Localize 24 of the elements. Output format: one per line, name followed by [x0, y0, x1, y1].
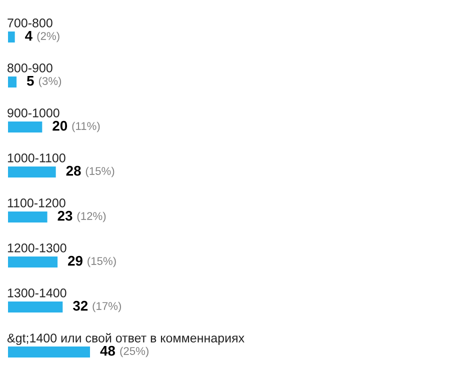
bar: [8, 76, 17, 88]
data-label: 23 (12%): [58, 210, 106, 222]
y-tick-label: &gt;1400 или свой ответ в комменнариях: [7, 333, 244, 345]
data-label: 32 (17%): [72, 300, 121, 312]
y-tick-label: 1200-1300: [8, 244, 66, 252]
data-label: 4 (2%): [25, 31, 60, 42]
bar: [8, 32, 15, 42]
y-tick-label: 800-900: [8, 64, 52, 72]
y-tick-label: 1000-1100: [8, 154, 66, 162]
y-tick-label: 1300-1400: [8, 288, 66, 298]
data-label: 20 (11%): [52, 120, 100, 132]
data-label: 28 (15%): [66, 166, 114, 178]
data-label: 48 (25%): [100, 346, 148, 358]
bar: [8, 122, 42, 132]
bar: [8, 346, 90, 358]
bar: [8, 302, 63, 312]
bar: [8, 212, 48, 222]
bar: [8, 166, 56, 178]
y-tick-label: 900-1000: [8, 108, 60, 118]
bar: [8, 256, 58, 268]
data-label: 5 (3%): [26, 76, 62, 88]
y-tick-label: 1100-1200: [8, 198, 66, 208]
y-tick-label: 700-800: [8, 18, 52, 28]
data-label: 29 (15%): [68, 256, 116, 268]
